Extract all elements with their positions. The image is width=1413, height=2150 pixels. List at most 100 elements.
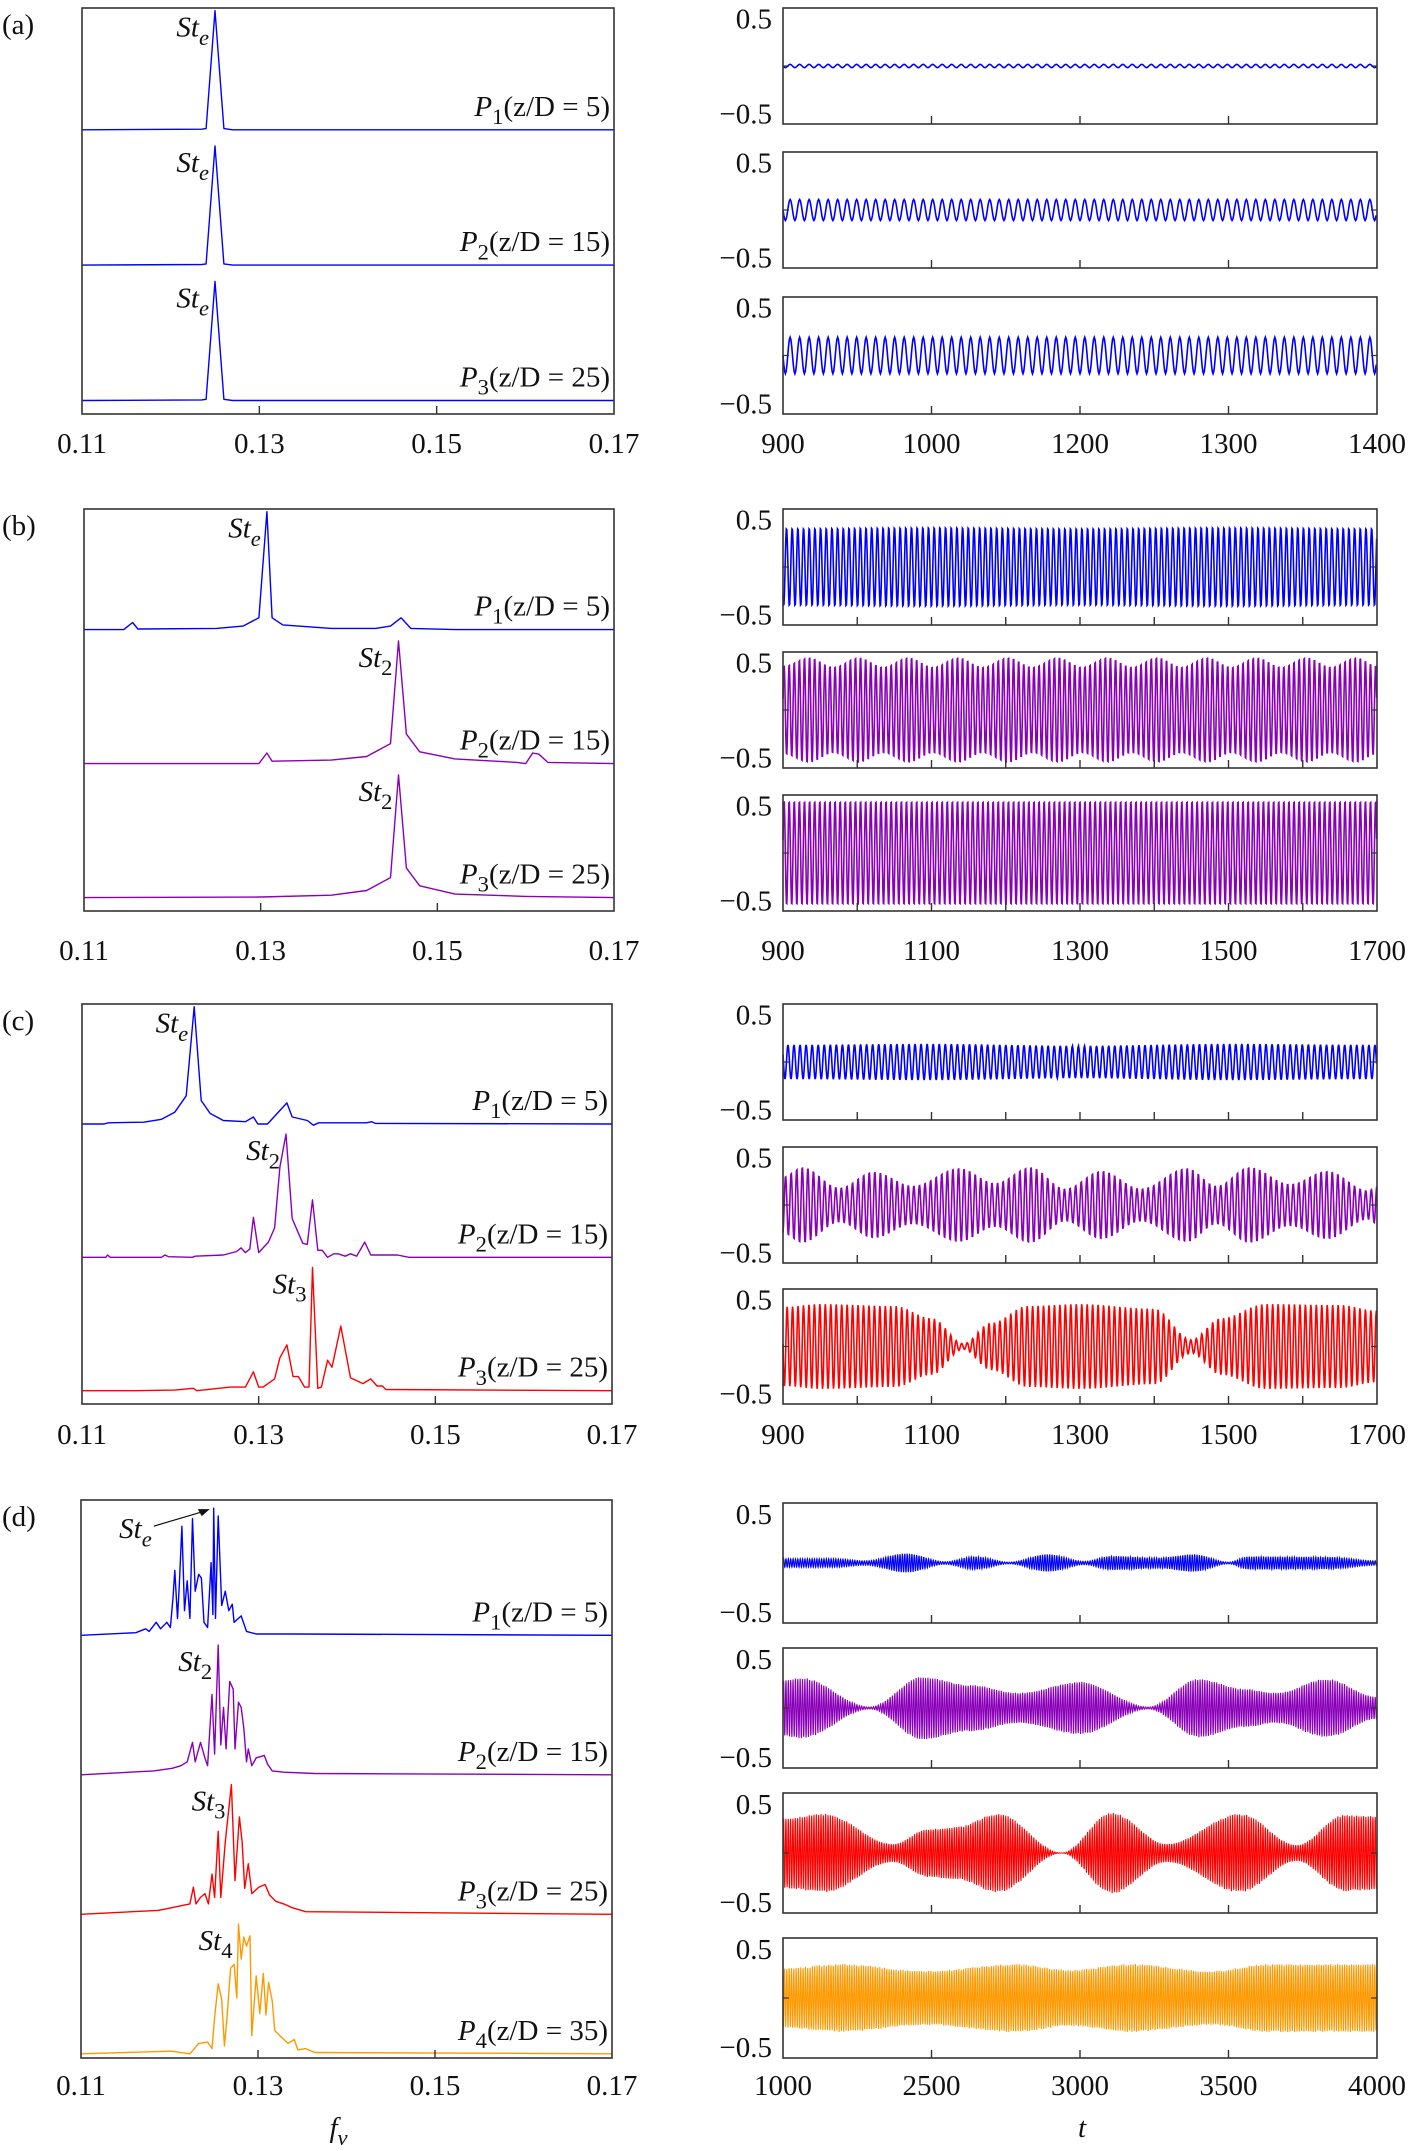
x-tick-label: 0.11 — [59, 935, 109, 967]
x-tick-label: 1500 — [1200, 935, 1258, 967]
y-tick-label: 0.5 — [736, 1142, 772, 1174]
peak-annotation: St2 — [359, 642, 393, 680]
panel-label: (d) — [2, 1501, 36, 1533]
label-main: P — [459, 226, 478, 258]
spectrum-axes-box — [83, 508, 615, 912]
spectrum-line-P1 — [82, 1006, 613, 1126]
panel-label: (a) — [2, 9, 34, 41]
time-series-line — [782, 1553, 1378, 1573]
y-tick-label: −0.5 — [719, 1597, 772, 1629]
label-position: (z/D = 35) — [487, 2015, 608, 2047]
spectrum-axes-box — [81, 1003, 613, 1405]
y-tick-label: −0.5 — [719, 243, 772, 275]
x-tick-label: 0.13 — [233, 2070, 284, 2102]
label-main: P — [457, 1875, 476, 1907]
time-series-plot: 0.5 −0.5 0.5 −0.5 0.5 −0.5 900 1000 1200 1300 1400 — [719, 3, 1406, 460]
label-subscript: 3 — [478, 375, 489, 400]
time-series-line — [782, 1963, 1378, 2033]
x-tick-label: 4000 — [1348, 2070, 1406, 2102]
x-axis-title: t — [1078, 2112, 1087, 2144]
label-subscript: 2 — [478, 738, 489, 763]
x-tick-label: 0.17 — [589, 428, 640, 460]
label-position: (z/D = 15) — [487, 1218, 608, 1250]
spectrum-line-P4 — [80, 1923, 613, 2055]
label-main: St — [246, 1135, 270, 1167]
y-tick-label: −0.5 — [719, 743, 772, 775]
label-subscript: 2 — [381, 789, 392, 814]
time-series-axes-box — [782, 296, 1378, 415]
label-subscript: 2 — [381, 655, 392, 680]
label-position: (z/D = 15) — [489, 226, 610, 258]
label-subscript: e — [199, 295, 209, 320]
peak-annotation: Ste — [228, 513, 261, 551]
y-tick-label: −0.5 — [719, 2032, 772, 2064]
annotation-arrow — [153, 1509, 208, 1527]
y-tick-label: 0.5 — [736, 293, 772, 325]
label-main: St — [119, 1513, 143, 1545]
series-label: P2(z/D = 15) — [459, 725, 610, 763]
y-tick-label: −0.5 — [719, 388, 772, 420]
label-position: (z/D = 25) — [489, 859, 610, 891]
label-position: (z/D = 5) — [501, 1596, 608, 1628]
time-series-line — [782, 334, 1378, 377]
y-tick-label: 0.5 — [736, 147, 772, 179]
peak-annotation: Ste — [176, 282, 209, 320]
x-tick-label: 0.11 — [57, 1419, 107, 1451]
y-tick-label: −0.5 — [719, 886, 772, 918]
label-main: P — [473, 91, 492, 123]
label-main: P — [471, 1596, 490, 1628]
label-main: P — [471, 1085, 490, 1117]
x-tick-label: 1700 — [1348, 935, 1406, 967]
label-main: St — [192, 1786, 216, 1818]
label-subscript: 1 — [492, 604, 503, 629]
label-subscript: e — [178, 1021, 188, 1046]
x-tick-label: 1300 — [1051, 935, 1109, 967]
label-subscript: e — [199, 25, 209, 50]
series-label: P4(z/D = 35) — [457, 2015, 608, 2053]
spectrum-line-P3 — [81, 280, 614, 402]
panel-label: (c) — [2, 1005, 34, 1037]
x-tick-label: 0.13 — [233, 1419, 284, 1451]
time-series-subplot: 0.5 −0.5 — [719, 1499, 1378, 1629]
x-tick-label: 900 — [761, 428, 805, 460]
label-subscript: 2 — [476, 1231, 487, 1256]
time-series-subplot: 0.5 −0.5 — [719, 1789, 1378, 1919]
y-tick-label: −0.5 — [719, 99, 772, 131]
y-tick-label: −0.5 — [719, 1742, 772, 1774]
y-tick-label: 0.5 — [736, 1789, 772, 1821]
label-subscript: 3 — [478, 872, 489, 897]
y-tick-label: 0.5 — [736, 3, 772, 35]
x-tick-label: 900 — [761, 935, 805, 967]
spectrum-line-P2 — [84, 640, 615, 765]
time-series-line — [782, 197, 1377, 223]
label-main: P — [457, 1736, 476, 1768]
x-tick-label: 1300 — [1200, 428, 1258, 460]
time-series-subplot: 0.5 −0.5 — [719, 1644, 1378, 1774]
spectrum-axes-box — [81, 7, 615, 415]
label-subscript: e — [251, 526, 261, 551]
y-tick-label: 0.5 — [736, 1284, 772, 1316]
y-tick-label: 0.5 — [736, 790, 772, 822]
label-subscript: 3 — [476, 1888, 487, 1913]
peak-annotation: Ste — [156, 1008, 189, 1046]
time-series-line — [782, 1677, 1378, 1740]
label-main: St — [176, 282, 200, 314]
series-label: P3(z/D = 25) — [459, 859, 610, 897]
x-tick-label: 1000 — [754, 2070, 812, 2102]
label-subscript: 1 — [490, 1609, 501, 1634]
time-series-line — [782, 656, 1378, 764]
label-main: St — [359, 642, 383, 674]
x-tick-label: 0.11 — [56, 2070, 106, 2102]
x-tick-label: 0.15 — [411, 428, 462, 460]
label-position: (z/D = 15) — [489, 725, 610, 757]
time-series-axes-box — [782, 7, 1378, 125]
x-tick-label: 3000 — [1051, 2070, 1109, 2102]
time-series-subplot: 0.5 −0.5 — [719, 1284, 1378, 1411]
label-main: P — [459, 361, 478, 393]
